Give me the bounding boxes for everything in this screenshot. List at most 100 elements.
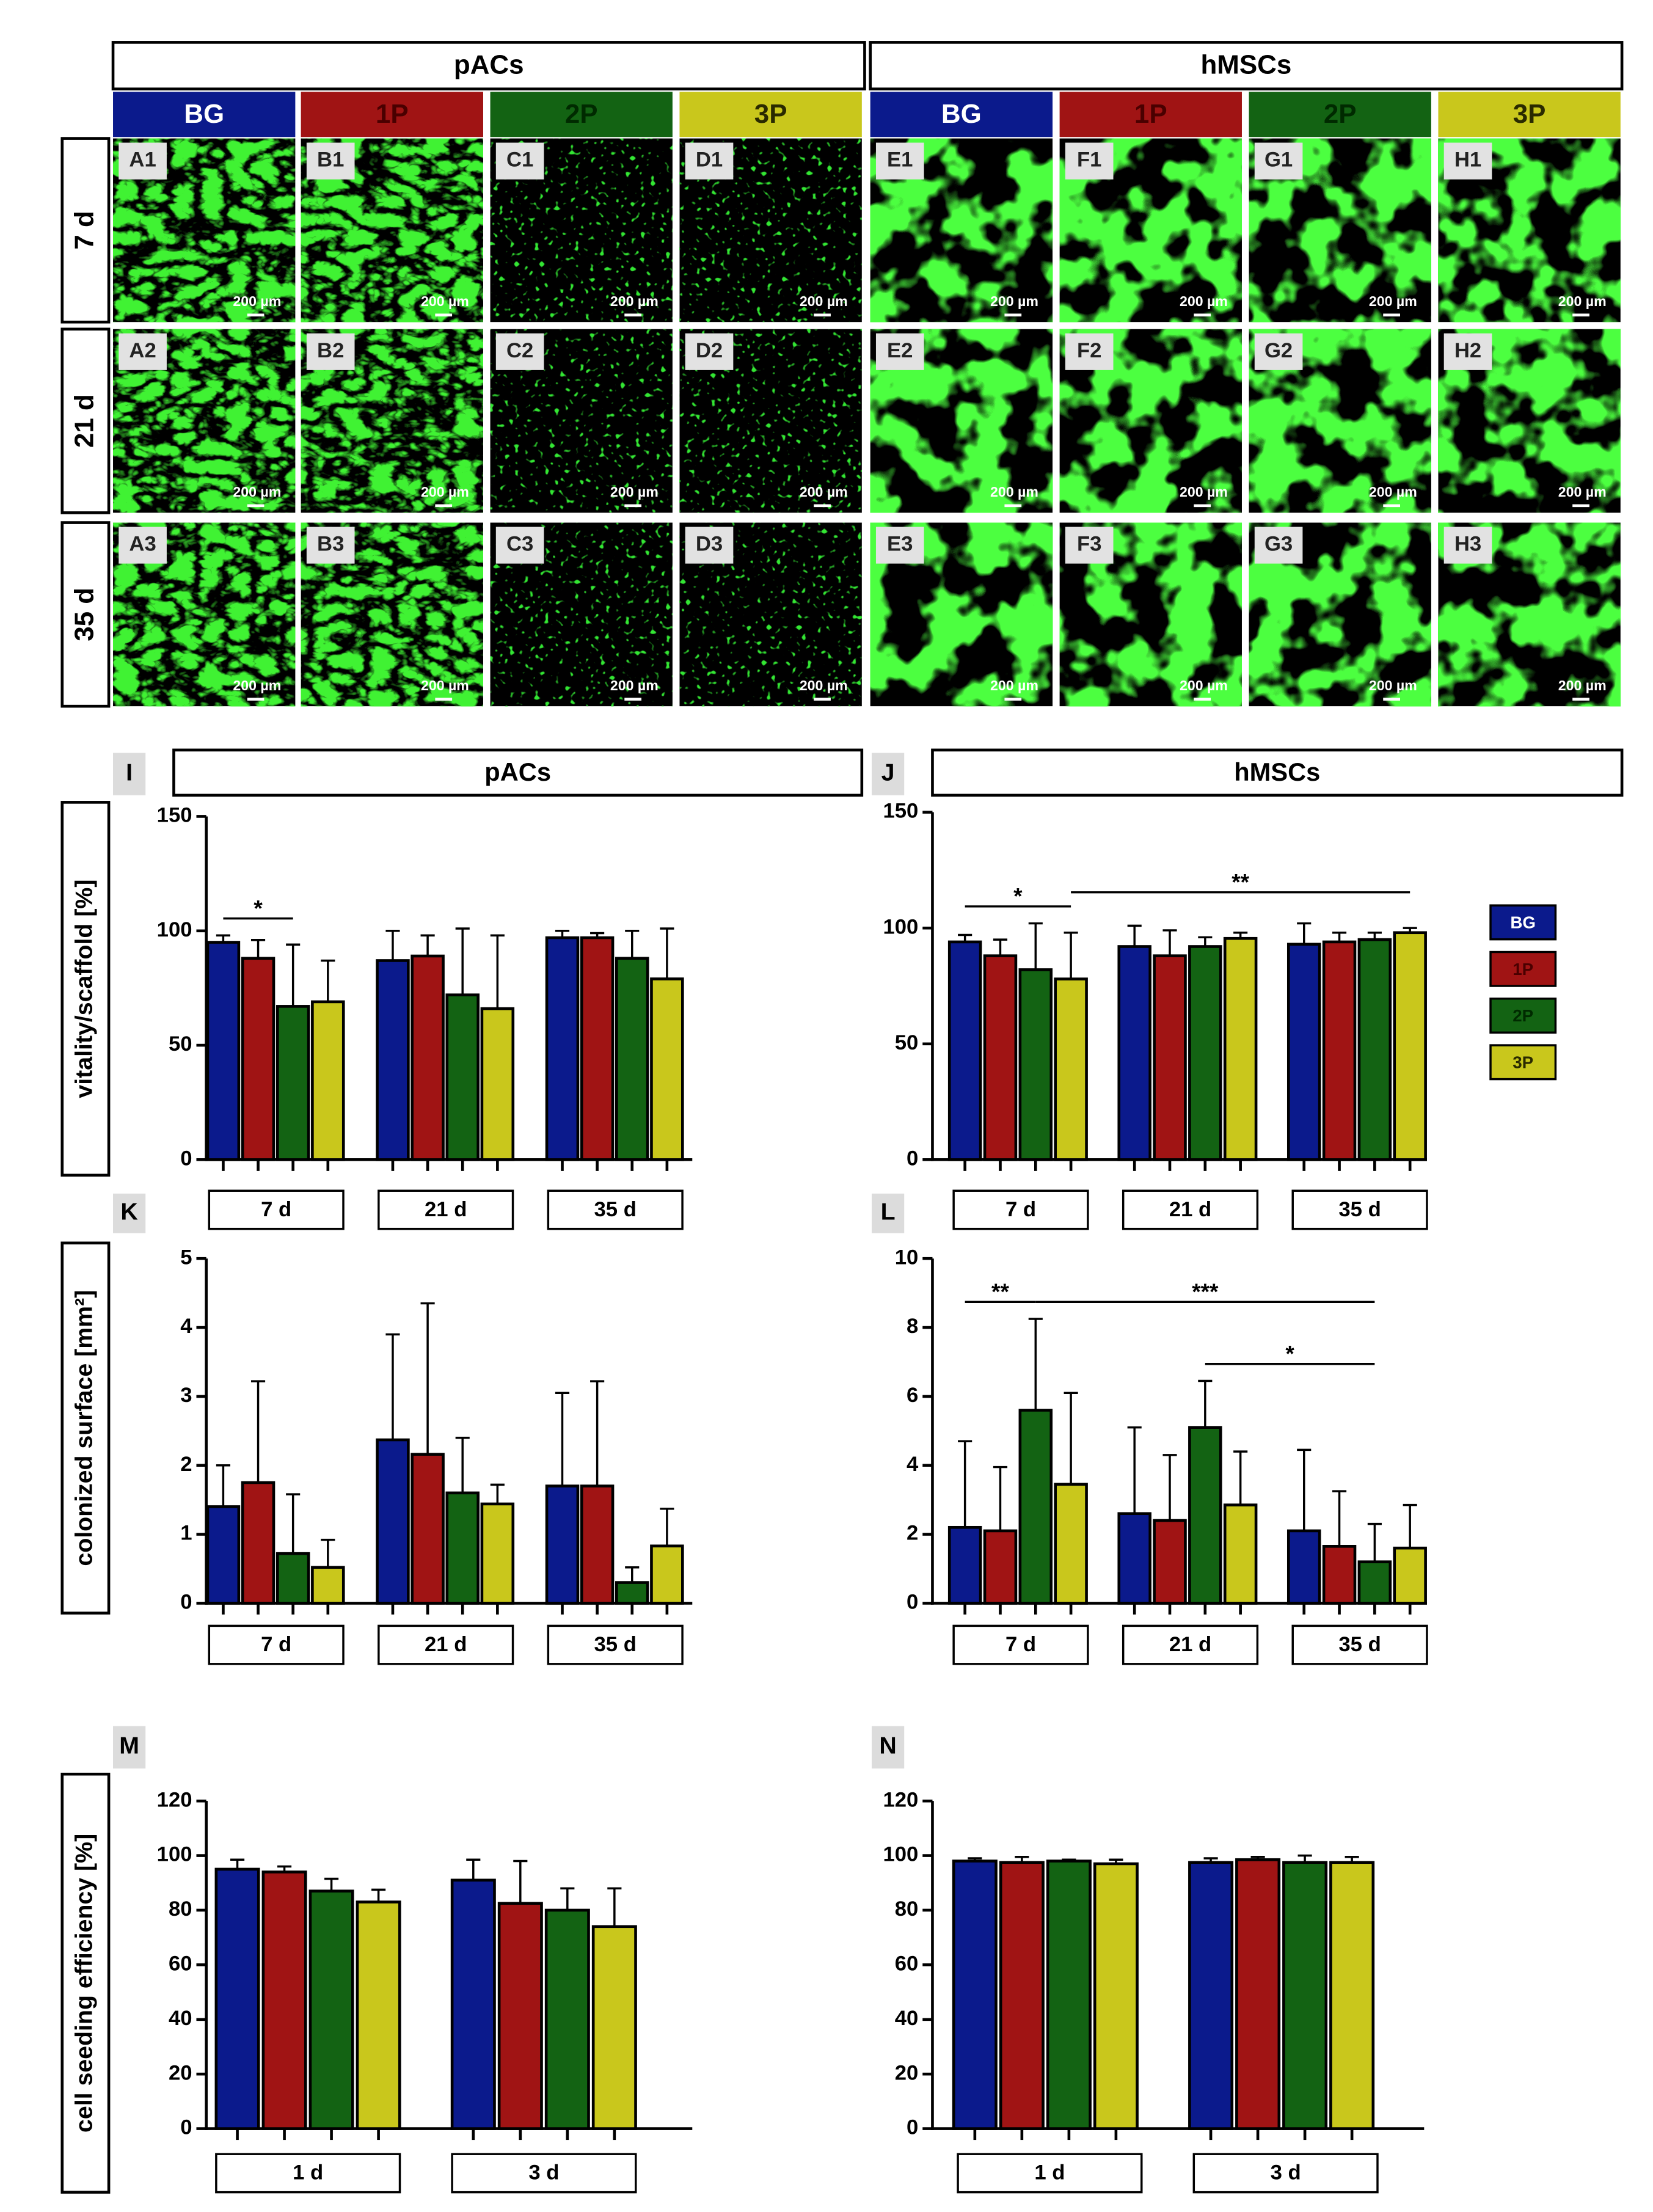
panel-label-box [1254,527,1303,564]
bar [983,1529,1018,1605]
panel-label: F1 [1077,148,1101,172]
group-header: pACs [454,49,524,79]
panel-label: B2 [317,339,344,362]
y-tick-label: 120 [883,1788,918,1811]
column-header: 2P [1324,99,1357,129]
y-tick-label: 80 [895,1897,919,1921]
bar [545,936,580,1161]
y-tick-label: 120 [157,1788,192,1811]
y-tick-label: 0 [180,1147,192,1170]
column-header-box [1438,92,1621,137]
y-tick-label: 40 [895,2007,919,2030]
chart-title-box [931,748,1624,797]
panel-label: B3 [317,533,344,556]
x-tick-label: 35 d [1338,1633,1381,1656]
scale-bar-label: 200 µm [421,677,469,693]
y-tick-label: 2 [180,1453,192,1476]
error-bar [420,934,435,956]
error-bar [420,1302,435,1455]
scale-bar-label: 200 µm [610,484,659,500]
bar [1223,936,1258,1161]
panel-letter: M [119,1732,139,1759]
error-bar [1198,1379,1213,1428]
y-label-box [60,1241,111,1615]
bar [1329,1861,1375,2130]
error-bar [1297,1448,1312,1531]
panel-letter-box [113,753,146,795]
category-box [378,1189,514,1230]
bar [308,1889,354,2130]
bar [276,1552,310,1605]
legend-label: 2P [1513,1006,1533,1025]
bar [376,1438,410,1605]
bar [580,936,615,1161]
panel-label-box [495,142,544,180]
error-bar [1233,1450,1248,1505]
scale-bar-label: 200 µm [990,293,1038,309]
error-bar [560,1887,575,1910]
panel-letter: L [881,1199,896,1225]
error-bar [1064,932,1078,979]
column-header-box [870,92,1053,137]
column-header-box [301,92,483,137]
category-box [1122,1624,1259,1665]
bar [952,1860,998,2130]
panel-label: D3 [696,533,723,556]
panel-label: F2 [1077,339,1101,362]
y-tick-label: 4 [180,1315,192,1338]
error-bar [1198,936,1213,947]
significance-label: *** [1192,1279,1219,1304]
error-bar [216,1464,230,1507]
panel-letter: I [126,759,133,786]
bar [1393,931,1427,1161]
bar [1188,1426,1222,1605]
row-label-box [60,327,111,514]
panel-label-box [119,527,167,564]
scale-bar-label: 200 µm [1369,484,1417,500]
error-bar [321,1538,335,1568]
y-tick-label: 50 [169,1032,192,1056]
panel-label: D1 [696,148,723,172]
y-tick-label: 4 [907,1453,919,1476]
y-tick-label: 6 [907,1384,918,1407]
panel-label: F3 [1077,533,1101,556]
error-bar [660,1508,674,1546]
panel-label: A3 [129,533,156,556]
bar [1286,1529,1321,1605]
legend-label: BG [1510,913,1536,932]
panel-label: C1 [506,148,533,172]
legend-swatch [1489,1044,1557,1081]
bar [480,1007,515,1161]
column-header-box [1249,92,1431,137]
y-tick-label: 0 [180,2116,192,2139]
error-bar [1028,1318,1043,1411]
bar [241,1481,276,1605]
scale-bar-label: 200 µm [1558,677,1607,693]
panel-label: H2 [1454,339,1481,362]
bar [1393,1546,1427,1605]
error-bar [250,1380,266,1483]
panel-label-box [1254,333,1303,370]
bar [1286,943,1321,1161]
scale-bar-label: 200 µm [1558,293,1607,309]
bar [445,1491,480,1605]
scale-bar-label: 200 µm [610,293,659,309]
chart-title: pACs [484,757,551,786]
group-header-box [111,41,866,90]
bar [545,1484,580,1605]
panel-label: H1 [1454,148,1481,172]
bar [241,957,276,1161]
panel-label-box [1443,527,1492,564]
panel-label-box [875,527,924,564]
column-header-box [1059,92,1242,137]
bar [1018,968,1053,1161]
bar [356,1900,401,2130]
bar [580,1484,615,1605]
panel-label-box [875,142,924,180]
bar [1117,1512,1151,1605]
group-header: hMSCs [1200,49,1291,79]
y-label-box [60,801,111,1177]
scale-bar-label: 200 µm [421,293,469,309]
scale-bar-label: 200 µm [800,484,848,500]
legend-label: 1P [1513,960,1533,979]
